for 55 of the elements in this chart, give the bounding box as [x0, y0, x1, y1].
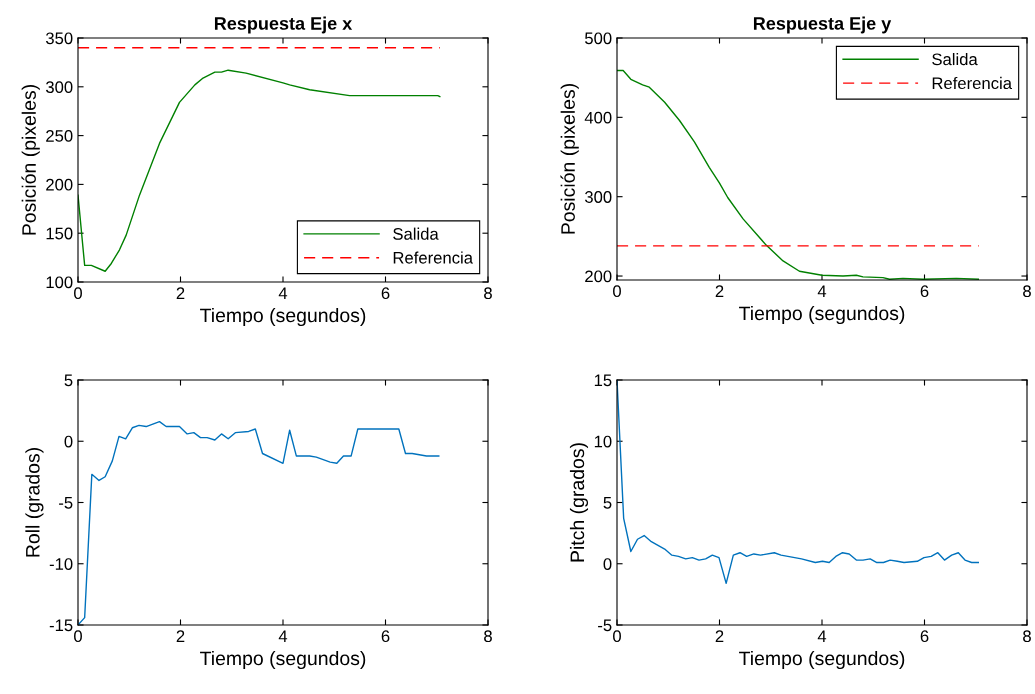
y-tick-label: -15 — [49, 619, 73, 632]
x-tick-label: 8 — [484, 630, 492, 643]
y-axis-title: Pitch (grados) — [569, 443, 589, 562]
y-tick-label: 0 — [64, 435, 73, 448]
x-tick-label: 8 — [1023, 630, 1031, 643]
x-axis-title: Tiempo (segundos) — [739, 305, 905, 325]
x-tick-label: 4 — [278, 287, 288, 299]
chart-title: Respuesta Eje x — [214, 16, 353, 34]
y-axis-title: Posición (pixeles) — [21, 85, 40, 235]
y-tick-label: 200 — [585, 270, 612, 283]
legend-label: Referencia — [932, 76, 1012, 90]
x-axis-title: Tiempo (segundos) — [739, 650, 905, 670]
y-tick-label: 250 — [46, 130, 73, 142]
y-tick-label: -10 — [49, 558, 73, 570]
y-tick-label: 150 — [46, 227, 73, 240]
x-tick-label: 4 — [817, 285, 827, 297]
y-tick-label: -5 — [598, 619, 612, 632]
legend-label: Salida — [393, 227, 439, 240]
x-tick-label: 8 — [1023, 285, 1031, 298]
x-tick-label: 8 — [484, 287, 492, 300]
x-tick-label: 6 — [920, 285, 929, 298]
y-axis-title: Posición (pixeles) — [560, 84, 579, 234]
x-tick-label: 0 — [74, 630, 82, 643]
y-tick-label: 5 — [64, 374, 73, 387]
x-tick-label: 0 — [613, 630, 621, 643]
x-tick-label: 0 — [74, 287, 82, 300]
x-axis-title: Tiempo (segundos) — [200, 307, 366, 327]
y-tick-label: 0 — [603, 558, 612, 570]
legend-label: Referencia — [393, 251, 473, 264]
y-tick-label: 300 — [45, 81, 73, 93]
x-tick-label: 2 — [176, 287, 185, 299]
legend-label: Salida — [932, 53, 978, 66]
y-tick-label: 300 — [584, 191, 612, 203]
x-tick-label: 4 — [278, 630, 288, 642]
y-tick-label: 200 — [46, 178, 73, 191]
x-tick-label: 2 — [176, 630, 185, 642]
y-tick-label: 15 — [594, 374, 612, 387]
x-tick-label: 2 — [715, 630, 724, 642]
x-tick-label: 6 — [381, 287, 390, 300]
x-tick-label: 6 — [381, 630, 390, 643]
x-tick-label: 2 — [715, 285, 724, 297]
x-tick-label: 4 — [817, 630, 827, 642]
y-axis-title: Roll (grados) — [25, 448, 44, 557]
y-tick-label: 500 — [585, 32, 612, 45]
y-tick-label: 10 — [594, 435, 612, 448]
y-tick-label: 350 — [45, 32, 73, 45]
line-series — [78, 420, 440, 625]
y-tick-label: -5 — [59, 497, 73, 509]
chart-title: Respuesta Eje y — [753, 16, 892, 34]
x-tick-label: 0 — [613, 285, 621, 298]
y-tick-label: 400 — [584, 111, 612, 124]
y-tick-label: 100 — [46, 276, 73, 289]
y-tick-label: 5 — [603, 497, 612, 509]
x-axis-title: Tiempo (segundos) — [200, 650, 366, 670]
x-tick-label: 6 — [920, 630, 929, 643]
